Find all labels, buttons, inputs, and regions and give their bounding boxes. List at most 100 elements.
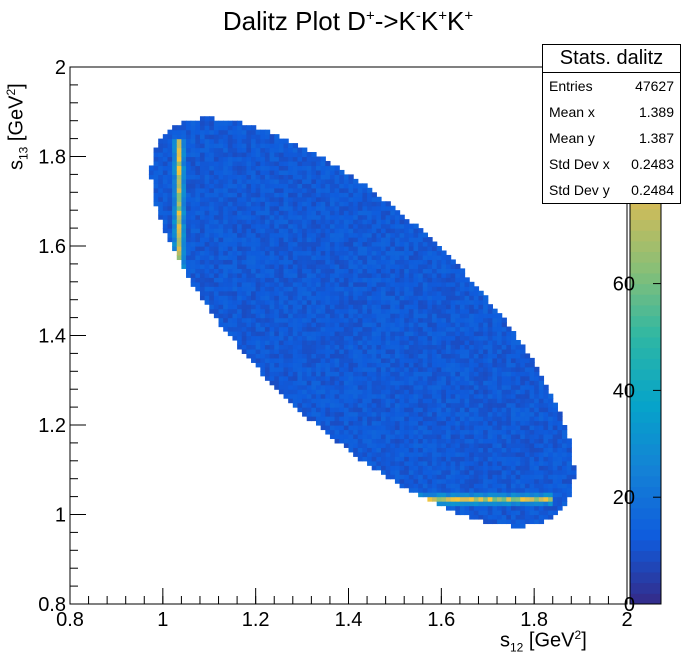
heatmap-bin [510,389,517,395]
heatmap-bin [213,156,220,162]
heatmap-bin [455,331,461,337]
heatmap-bin [413,402,419,408]
heatmap-bin [562,487,568,493]
heatmap-bin [455,465,461,471]
heatmap-bin [367,447,373,453]
heatmap-bin [269,228,275,234]
heatmap-bin [418,478,424,484]
heatmap-bin [195,205,201,211]
heatmap-bin [399,380,405,386]
heatmap-bin [413,456,419,462]
heatmap-bin [404,348,410,354]
heatmap-bin [543,402,549,408]
heatmap-bin [218,160,224,167]
heatmap-bin [483,313,489,319]
ylabel-text: [GeV [5,95,28,147]
heatmap-bin [418,469,424,475]
heatmap-bin [432,277,438,283]
heatmap-bin [302,348,308,354]
heatmap-bin [343,344,350,350]
heatmap-bin [172,232,178,238]
heatmap-bin [483,331,489,337]
heatmap-bin [227,178,234,184]
heatmap-bin [469,505,475,511]
heatmap-bin [408,335,415,341]
heatmap-bin [506,465,512,471]
heatmap-bin [255,263,261,269]
heatmap-bin [334,380,340,386]
heatmap-bin [209,192,215,198]
heatmap-bin [436,389,442,395]
heatmap-bin [557,420,563,426]
heatmap-bin [483,447,489,453]
heatmap-bin [408,259,415,265]
heatmap-bin [264,134,271,140]
heatmap-bin [269,281,275,287]
heatmap-bin [380,232,387,238]
heatmap-bin [232,178,238,184]
heatmap-bin [232,308,238,314]
heatmap-bin [348,353,354,359]
heatmap-bin [274,357,280,363]
heatmap-bin [362,322,368,328]
heatmap-bin [227,134,234,140]
heatmap-bin [380,411,387,417]
heatmap-bin [288,398,294,404]
heatmap-bin [246,147,252,153]
heatmap-bin [492,331,498,337]
heatmap-bin [227,210,234,216]
heatmap-bin [441,429,447,435]
heatmap-bin [260,277,266,283]
heatmap-bin [376,389,382,395]
heatmap-bin [329,420,336,426]
title-text: ->K [374,6,416,36]
heatmap-bin [427,295,433,301]
heatmap-bin [385,335,391,341]
heatmap-bin [510,371,517,377]
heatmap-bin [529,420,535,426]
heatmap-bin [297,187,303,193]
heatmap-bin [557,505,563,511]
heatmap-bin [353,196,359,202]
heatmap-bin [274,156,280,162]
heatmap-bin [186,192,192,198]
heatmap-bin [292,160,299,167]
heatmap-bin [408,469,415,475]
heatmap-bin [427,483,433,489]
heatmap-bin [260,326,266,332]
heatmap-bin [492,478,498,484]
heatmap-bin [418,371,424,377]
heatmap-bin [302,313,308,319]
heatmap-bin [422,451,429,457]
heatmap-bin [380,344,387,350]
heatmap-bin [306,375,312,381]
heatmap-bin [357,210,364,216]
heatmap-bin [478,380,484,386]
heatmap-bin [492,433,498,440]
heatmap-bin [167,214,173,220]
heatmap-bin [306,268,312,274]
heatmap-bin [441,304,447,310]
heatmap-bin [459,268,466,274]
heatmap-bin [450,339,456,346]
heatmap-bin [311,165,317,171]
heatmap-bin [190,178,196,184]
heatmap-bin [385,420,391,426]
heatmap-bin [450,402,456,408]
heatmap-bin [408,425,415,431]
heatmap-bin [274,183,280,189]
heatmap-bin [506,357,512,363]
heatmap-bin [264,237,271,243]
heatmap-bin [497,451,503,457]
heatmap-bin [339,398,345,404]
heatmap-bin [172,241,178,247]
heatmap-bin [204,174,210,180]
heatmap-bin [339,407,345,413]
heatmap-bin [329,393,336,399]
heatmap-bin [186,263,192,269]
heatmap-bin [436,425,442,431]
heatmap-bin [510,469,517,475]
heatmap-bin [186,232,192,238]
heatmap-bin [376,290,382,296]
